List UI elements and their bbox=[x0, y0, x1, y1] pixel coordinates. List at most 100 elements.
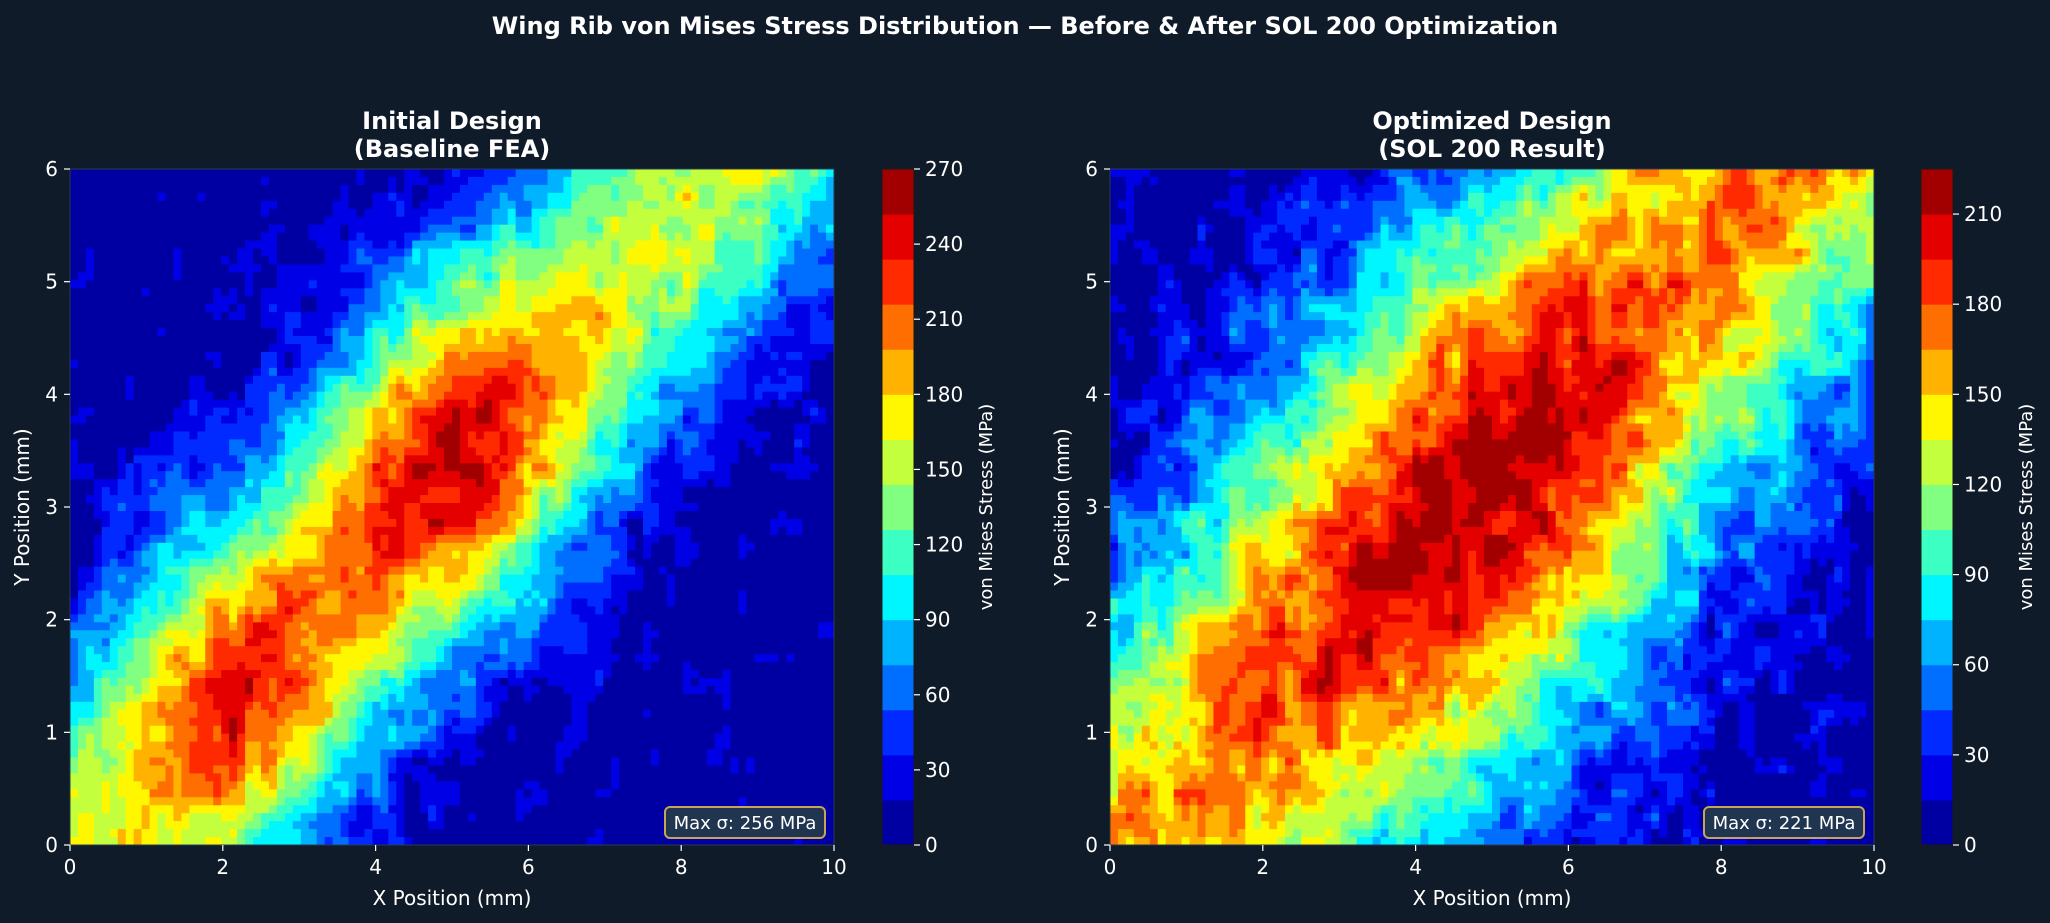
contour-cell bbox=[268, 518, 278, 528]
contour-cell bbox=[93, 685, 103, 695]
contour-cell bbox=[141, 471, 151, 480]
contour-cell bbox=[157, 312, 167, 321]
contour-cell bbox=[444, 534, 453, 544]
contour-cell bbox=[109, 685, 119, 695]
contour-cell bbox=[404, 662, 413, 671]
contour-cell bbox=[420, 304, 429, 313]
contour-cell bbox=[165, 455, 175, 464]
contour-cell bbox=[149, 805, 159, 814]
contour-cell bbox=[356, 336, 366, 345]
contour-cell bbox=[181, 375, 190, 385]
contour-cell bbox=[197, 582, 206, 592]
contour-cell bbox=[93, 550, 103, 560]
contour-cell bbox=[85, 248, 95, 258]
contour-cell bbox=[245, 439, 254, 448]
contour-cell bbox=[213, 407, 222, 417]
contour-cell bbox=[284, 248, 294, 258]
contour-cell bbox=[324, 574, 334, 584]
contour-cell bbox=[499, 232, 509, 242]
contour-cell bbox=[229, 176, 238, 186]
contour-cell bbox=[165, 837, 175, 845]
contour-cell bbox=[388, 542, 397, 552]
contour-cell bbox=[245, 256, 254, 266]
contour-cell bbox=[141, 208, 151, 218]
contour-cell bbox=[380, 805, 389, 814]
contour-cell bbox=[261, 312, 270, 321]
contour-cell bbox=[165, 813, 175, 822]
contour-cell bbox=[165, 534, 175, 544]
contour-cell bbox=[308, 447, 318, 456]
contour-cell bbox=[388, 176, 397, 186]
contour-cell bbox=[523, 781, 533, 790]
contour-cell bbox=[380, 813, 389, 822]
contour-cell bbox=[245, 367, 254, 377]
contour-cell bbox=[117, 216, 127, 226]
contour-cell bbox=[253, 741, 262, 751]
contour-cell bbox=[459, 216, 469, 226]
contour-cell bbox=[205, 590, 214, 600]
contour-cell bbox=[268, 781, 278, 790]
contour-cell bbox=[261, 248, 270, 258]
contour-cell bbox=[292, 749, 302, 759]
contour-cell bbox=[181, 757, 190, 767]
contour-cell bbox=[284, 654, 294, 663]
contour-cell bbox=[380, 447, 389, 456]
contour-cell bbox=[515, 741, 525, 751]
contour-cell bbox=[412, 622, 421, 631]
contour-cell bbox=[77, 487, 87, 496]
contour-cell bbox=[245, 518, 254, 528]
contour-cell bbox=[444, 701, 453, 711]
contour-cell bbox=[221, 789, 230, 798]
contour-cell bbox=[229, 280, 238, 289]
contour-cell bbox=[261, 638, 270, 647]
contour-cell bbox=[308, 439, 318, 448]
contour-cell bbox=[348, 304, 358, 313]
contour-cell bbox=[523, 606, 533, 615]
contour-cell bbox=[101, 677, 111, 687]
contour-cell bbox=[101, 606, 111, 615]
contour-cell bbox=[404, 558, 413, 568]
contour-cell bbox=[133, 654, 143, 663]
contour-cell bbox=[300, 789, 310, 798]
contour-cell bbox=[459, 670, 469, 679]
contour-cell bbox=[213, 463, 222, 472]
contour-cell bbox=[515, 813, 525, 822]
contour-cell bbox=[93, 622, 103, 631]
contour-cell bbox=[364, 685, 374, 695]
contour-cell bbox=[475, 725, 485, 735]
contour-cell bbox=[396, 391, 405, 401]
contour-cell bbox=[467, 351, 477, 361]
contour-cell bbox=[459, 614, 469, 623]
contour-cell bbox=[308, 542, 318, 552]
contour-cell bbox=[515, 375, 525, 385]
contour-cell bbox=[133, 574, 143, 584]
contour-cell bbox=[292, 717, 302, 727]
contour-cell bbox=[125, 415, 135, 425]
contour-cell bbox=[245, 200, 254, 210]
contour-cell bbox=[197, 598, 206, 608]
contour-cell bbox=[340, 526, 350, 536]
contour-cell bbox=[70, 630, 79, 639]
contour-cell bbox=[70, 359, 79, 369]
contour-cell bbox=[324, 208, 334, 218]
contour-cell bbox=[428, 781, 437, 790]
contour-cell bbox=[475, 192, 485, 202]
contour-cell bbox=[93, 662, 103, 671]
contour-cell bbox=[444, 503, 453, 512]
contour-cell bbox=[276, 463, 286, 472]
contour-cell bbox=[284, 447, 294, 456]
contour-cell bbox=[70, 582, 79, 592]
contour-cell bbox=[459, 630, 469, 639]
contour-cell bbox=[173, 773, 183, 782]
contour-cell bbox=[253, 542, 262, 552]
contour-cell bbox=[276, 312, 286, 321]
contour-cell bbox=[276, 351, 286, 361]
contour-cell bbox=[404, 487, 413, 496]
contour-cell bbox=[93, 439, 103, 448]
contour-cell bbox=[181, 550, 190, 560]
contour-cell bbox=[77, 685, 87, 695]
contour-cell bbox=[300, 741, 310, 751]
contour-cell bbox=[507, 725, 517, 735]
contour-cell bbox=[308, 184, 318, 194]
contour-cell bbox=[515, 503, 525, 512]
